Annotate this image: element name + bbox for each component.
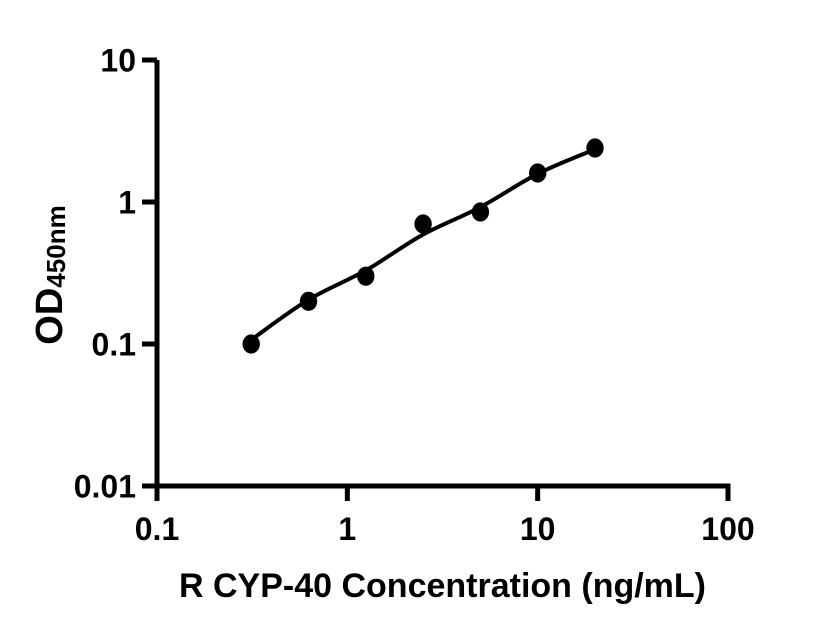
data-point <box>242 334 260 354</box>
x-axis-title: R CYP-40 Concentration (ng/mL) <box>179 567 706 605</box>
data-point <box>529 163 547 183</box>
x-tick-label: 10 <box>520 511 556 547</box>
x-tick-label: 100 <box>701 511 754 547</box>
y-tick-label: 1 <box>118 185 136 221</box>
y-tick-label: 10 <box>100 43 136 79</box>
y-tick-label: 0.01 <box>74 469 136 505</box>
data-point <box>471 202 490 222</box>
data-point <box>357 266 375 286</box>
x-tick-label: 1 <box>338 511 356 547</box>
x-tick-label: 0.1 <box>135 511 179 547</box>
data-point <box>586 138 604 158</box>
data-point <box>414 214 432 234</box>
y-axis-title-subscript: 450nm <box>41 205 71 287</box>
y-tick-label: 0.1 <box>92 327 136 363</box>
y-axis-title: OD450nm <box>29 205 71 344</box>
y-axis-title-main: OD <box>29 288 71 345</box>
data-point <box>299 291 318 311</box>
